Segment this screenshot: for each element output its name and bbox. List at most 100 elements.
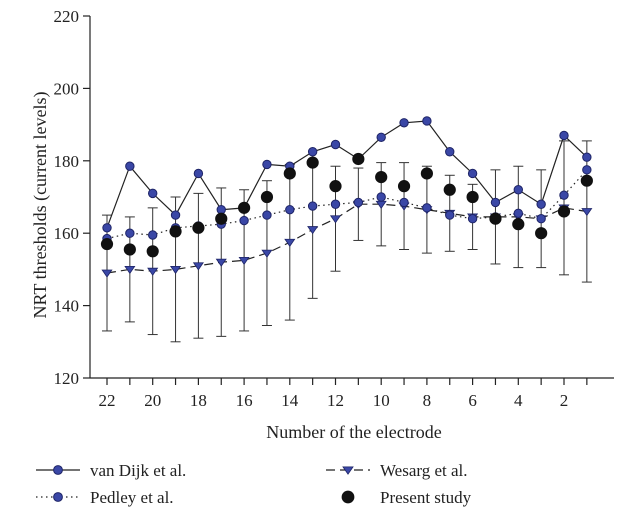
data-point <box>53 492 63 502</box>
x-tick-label: 16 <box>236 391 253 410</box>
data-point <box>513 185 523 195</box>
data-point <box>238 201 251 214</box>
data-point <box>536 199 546 209</box>
data-point <box>559 190 569 200</box>
data-point <box>125 228 135 238</box>
data-point <box>238 256 250 266</box>
legend-label: Pedley et al. <box>90 488 174 507</box>
data-point <box>101 269 113 278</box>
data-point <box>100 237 114 251</box>
series-markers <box>100 116 593 278</box>
data-point <box>399 197 409 208</box>
data-point <box>329 215 342 224</box>
data-point <box>147 267 159 276</box>
data-point <box>148 230 158 240</box>
x-tick-label: 12 <box>327 391 344 410</box>
data-point <box>261 249 273 258</box>
data-point <box>582 152 592 162</box>
data-point <box>192 262 204 271</box>
x-axis-title: Number of the electrode <box>266 422 441 442</box>
series-line-wesarg-et-al <box>106 203 587 274</box>
x-tick-label: 22 <box>99 391 116 410</box>
data-point <box>376 132 386 142</box>
data-point <box>375 170 388 184</box>
data-point <box>420 167 433 180</box>
data-point <box>329 180 342 193</box>
data-point <box>306 156 319 169</box>
data-point <box>193 168 204 179</box>
data-point <box>146 245 159 258</box>
data-point <box>580 174 593 187</box>
y-axis-title: NRT thresholds (current levels) <box>30 91 51 318</box>
data-point <box>260 190 274 204</box>
data-point <box>445 147 455 157</box>
legend-label: Wesarg et al. <box>380 461 468 480</box>
data-point <box>466 190 479 204</box>
data-point <box>581 208 593 217</box>
axes: 120 140 160 180 200 220 22 20 18 16 14 12 10 8 6 4 2 <box>54 7 614 410</box>
data-point <box>53 465 63 475</box>
data-point <box>512 218 525 231</box>
legend-entry: Pedley et al. <box>36 488 174 507</box>
legend-label: Present study <box>380 488 472 507</box>
data-point <box>125 161 135 171</box>
data-point <box>467 214 478 224</box>
data-point <box>307 147 318 157</box>
data-point <box>397 180 411 193</box>
x-tick-label: 2 <box>560 391 569 410</box>
y-tick-label: 140 <box>54 297 80 316</box>
data-point <box>330 199 341 209</box>
data-point <box>262 210 272 220</box>
y-tick-label: 220 <box>54 7 80 26</box>
data-point <box>102 223 112 233</box>
y-tick-label: 180 <box>54 152 80 171</box>
x-tick-label: 6 <box>468 391 477 410</box>
y-tick-label: 200 <box>54 79 80 98</box>
data-point <box>559 130 569 141</box>
data-point <box>557 205 571 218</box>
x-tick-label: 20 <box>144 391 161 410</box>
data-point <box>376 192 386 202</box>
data-point <box>467 168 478 179</box>
data-point <box>284 238 296 247</box>
data-point <box>123 243 136 256</box>
data-point <box>422 203 432 213</box>
y-tick-label: 160 <box>54 224 80 243</box>
series-line-van-dijk-et-al <box>106 120 588 229</box>
error-bars <box>102 140 592 343</box>
data-point <box>422 116 432 126</box>
data-point <box>169 225 182 238</box>
data-point <box>352 152 365 166</box>
series-lines <box>106 120 588 274</box>
data-point <box>215 258 227 267</box>
data-point <box>399 118 409 128</box>
data-point <box>307 201 318 211</box>
data-point <box>170 210 181 220</box>
legend-entry: Present study <box>341 488 472 507</box>
data-point <box>490 197 501 208</box>
data-point <box>536 214 546 224</box>
data-point <box>169 265 182 275</box>
data-point <box>215 212 228 225</box>
legend: van Dijk et al. Wesarg et al. Pedley et al… <box>36 461 472 507</box>
data-point <box>192 221 205 234</box>
legend-entry: van Dijk et al. <box>36 461 186 480</box>
data-point <box>535 227 548 240</box>
data-point <box>342 466 354 475</box>
data-point <box>330 139 341 150</box>
data-point <box>582 165 592 175</box>
x-tick-label: 8 <box>423 391 432 410</box>
data-point <box>285 204 295 215</box>
x-tick-label: 18 <box>190 391 207 410</box>
data-point <box>283 167 296 180</box>
data-point <box>445 210 455 220</box>
data-point <box>307 226 319 235</box>
x-tick-label: 10 <box>373 391 390 410</box>
data-point <box>443 183 456 196</box>
data-point <box>262 159 272 170</box>
x-tick-label: 4 <box>514 391 523 410</box>
data-point <box>148 188 158 199</box>
data-point <box>513 208 523 218</box>
data-point <box>124 265 136 275</box>
